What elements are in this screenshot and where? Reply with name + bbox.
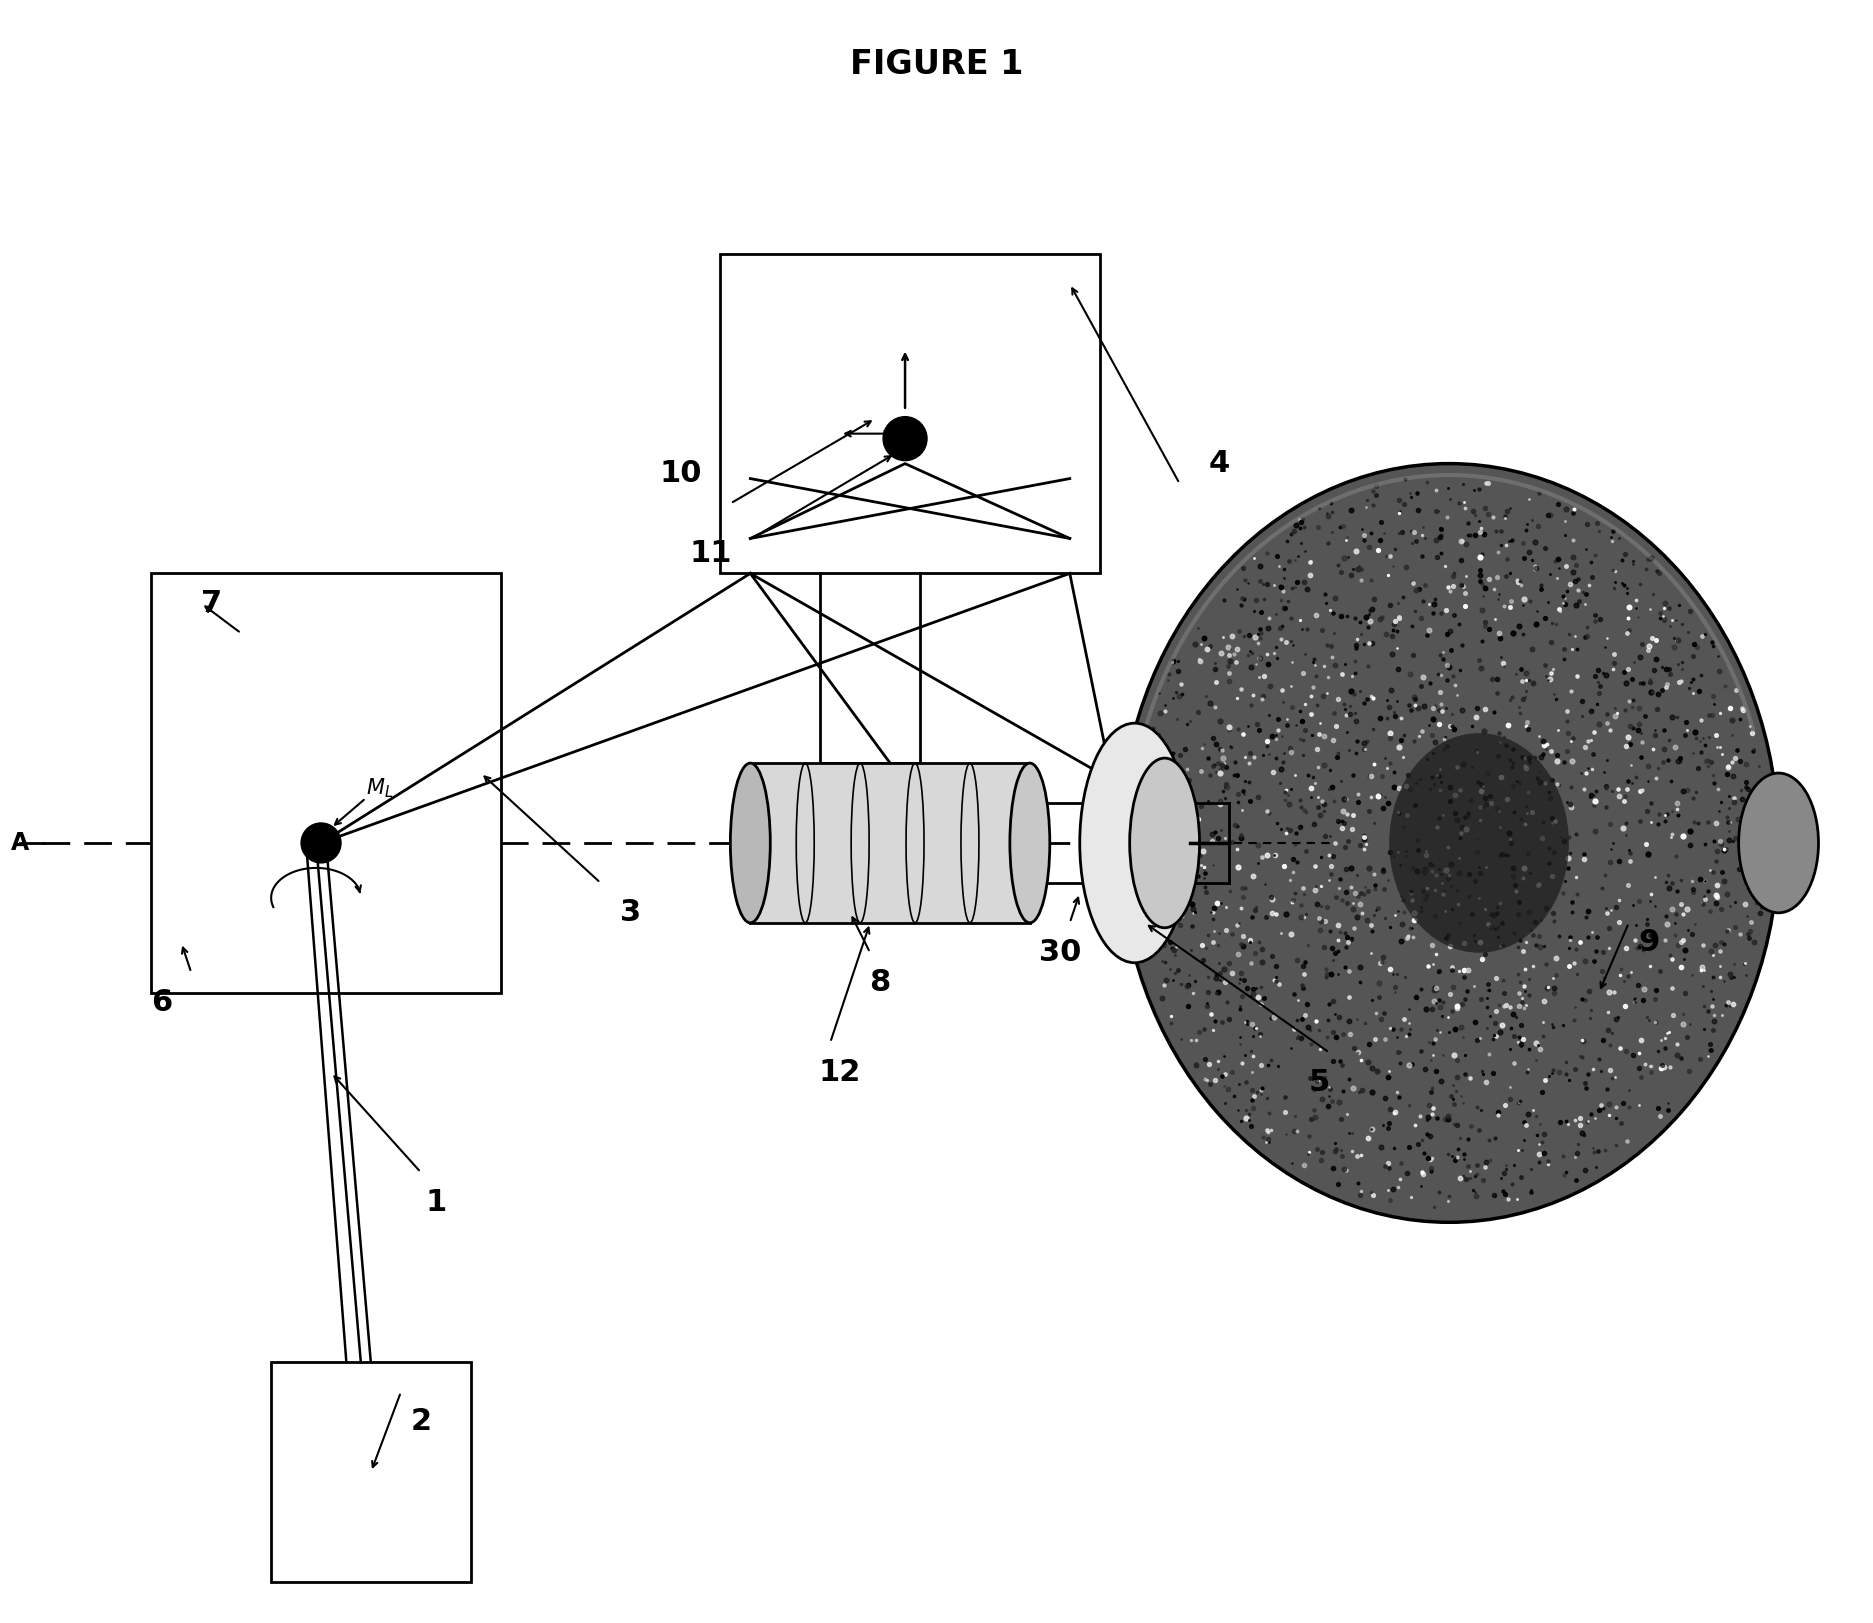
Circle shape (302, 823, 341, 863)
Text: 7: 7 (200, 589, 221, 618)
Text: 4: 4 (1208, 450, 1229, 479)
Bar (272, 1362, 470, 1582)
Text: 6: 6 (150, 988, 172, 1018)
Text: 3: 3 (620, 898, 641, 927)
Ellipse shape (1129, 758, 1199, 928)
Bar (152, 573, 500, 993)
Bar (719, 253, 1099, 573)
Text: 5: 5 (1307, 1068, 1330, 1097)
Ellipse shape (1010, 763, 1049, 923)
Ellipse shape (1738, 773, 1817, 912)
Text: 1: 1 (425, 1188, 446, 1217)
Text: A: A (11, 831, 28, 855)
Ellipse shape (1079, 724, 1189, 962)
Text: 30: 30 (1038, 938, 1081, 967)
Ellipse shape (1388, 734, 1568, 953)
Ellipse shape (730, 763, 770, 923)
Ellipse shape (1118, 464, 1777, 1222)
Text: FIGURE 1: FIGURE 1 (850, 47, 1023, 81)
Text: 12: 12 (819, 1058, 862, 1087)
Text: 2: 2 (410, 1407, 431, 1436)
Text: 11: 11 (689, 539, 730, 568)
Text: $M_L$: $M_L$ (365, 776, 393, 800)
Text: 10: 10 (659, 459, 701, 489)
Circle shape (882, 417, 927, 461)
Bar (749, 763, 1030, 923)
Text: 8: 8 (869, 969, 890, 997)
Text: 9: 9 (1637, 928, 1659, 958)
